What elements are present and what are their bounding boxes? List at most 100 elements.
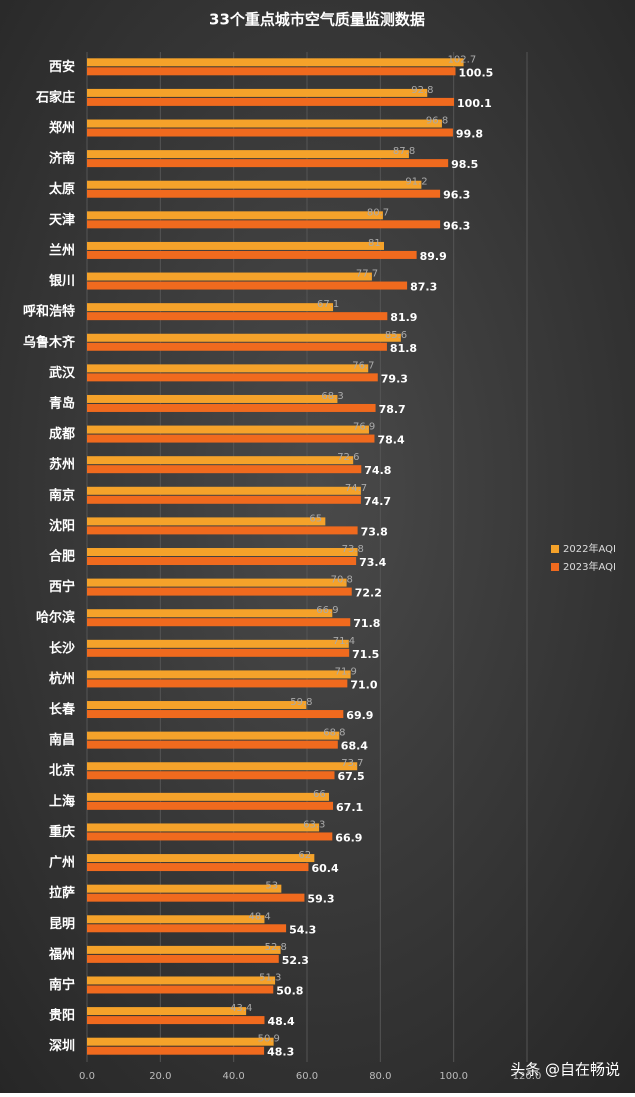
data-label: 78.7: [379, 403, 406, 416]
data-label: 100.5: [459, 66, 494, 79]
bar: [87, 771, 335, 780]
bar: [87, 578, 347, 587]
x-tick-label: 60.0: [296, 1071, 318, 1082]
data-label: 81.9: [390, 311, 417, 324]
bar: [87, 740, 338, 749]
bar: [87, 456, 354, 465]
y-tick-label: 重庆: [49, 824, 75, 840]
bar: [87, 281, 408, 290]
data-label: 71.8: [353, 617, 380, 630]
bar: [87, 119, 442, 128]
bar: [87, 893, 305, 902]
data-label: 59.8: [290, 697, 312, 708]
x-tick-label: 80.0: [369, 1071, 391, 1082]
bar: [87, 557, 357, 565]
bar: [87, 985, 274, 994]
legend-label: 2023年AQI: [563, 560, 616, 573]
data-label: 81.8: [390, 342, 417, 355]
legend-label: 2022年AQI: [563, 542, 616, 555]
bar: [87, 250, 417, 259]
bar: [87, 434, 375, 443]
bar: [87, 618, 351, 627]
bar: [87, 373, 378, 382]
y-tick-label: 福州: [48, 946, 75, 962]
data-label: 67.5: [338, 770, 365, 783]
bar: [87, 679, 348, 688]
data-label: 72.2: [355, 587, 382, 600]
data-label: 74.7: [364, 495, 391, 508]
bar: [87, 1016, 265, 1025]
data-label: 96.3: [443, 189, 470, 202]
y-tick-label: 上海: [49, 793, 75, 809]
bar: [87, 150, 409, 159]
data-label: 92.8: [411, 85, 433, 96]
bar: [87, 701, 307, 710]
bar: [87, 220, 441, 229]
bar: [87, 792, 329, 801]
y-tick-label: 青岛: [49, 395, 75, 411]
data-label: 69.9: [346, 709, 373, 722]
data-label: 66.9: [335, 831, 362, 844]
data-label: 62: [298, 850, 311, 861]
y-tick-label: 深圳: [49, 1038, 75, 1054]
bar: [87, 854, 315, 863]
data-label: 100.1: [457, 97, 492, 110]
data-label: 66: [313, 789, 326, 800]
x-tick-label: 120.0: [513, 1071, 542, 1082]
bar: [87, 884, 282, 893]
data-label: 73.8: [342, 544, 364, 555]
y-tick-label: 长春: [49, 702, 76, 718]
data-label: 68.4: [341, 740, 368, 753]
bar: [87, 863, 309, 872]
y-tick-label: 哈尔滨: [36, 610, 75, 626]
y-tick-label: 太原: [48, 181, 75, 197]
y-tick-label: 长沙: [49, 640, 75, 656]
bar: [87, 1007, 247, 1016]
bar: [87, 88, 428, 97]
data-label: 78.4: [377, 434, 404, 447]
y-tick-label: 沈阳: [49, 518, 75, 534]
data-label: 76.9: [353, 422, 375, 433]
bar: [87, 609, 333, 618]
data-label: 71.9: [335, 666, 357, 677]
data-label: 77.7: [356, 269, 378, 280]
data-label: 48.4: [248, 911, 270, 922]
y-tick-label: 郑州: [49, 120, 75, 136]
y-tick-label: 贵阳: [49, 1008, 75, 1024]
bar: [87, 976, 276, 985]
data-label: 53: [265, 881, 278, 892]
bar: [87, 189, 441, 198]
data-label: 71.0: [350, 678, 377, 691]
data-label: 52.8: [265, 942, 287, 953]
bar: [87, 823, 320, 832]
bar: [87, 303, 334, 312]
bar: [87, 465, 362, 474]
y-tick-label: 乌鲁木齐: [23, 334, 76, 350]
data-label: 73.7: [341, 758, 363, 769]
bar: [87, 67, 456, 76]
data-label: 43.4: [230, 1003, 252, 1014]
bar: [87, 495, 361, 504]
y-tick-label: 济南: [49, 151, 75, 167]
bar: [87, 648, 350, 657]
data-label: 48.4: [267, 1015, 294, 1028]
bar: [87, 801, 334, 810]
bar: [87, 159, 449, 168]
data-label: 68.3: [321, 391, 343, 402]
data-label: 51.3: [259, 972, 281, 983]
data-label: 98.5: [451, 158, 478, 171]
y-tick-label: 广州: [49, 855, 75, 871]
data-label: 89.9: [420, 250, 447, 263]
data-label: 87.3: [410, 281, 437, 294]
data-label: 71.5: [352, 648, 379, 661]
bar: [87, 342, 387, 351]
data-label: 72.6: [337, 452, 359, 463]
data-label: 79.3: [381, 372, 408, 385]
bar: [87, 710, 344, 719]
y-tick-label: 天津: [49, 212, 75, 228]
bar: [87, 762, 358, 771]
bar: [87, 333, 401, 342]
data-label: 50.9: [258, 1034, 280, 1045]
data-label: 48.3: [267, 1046, 294, 1059]
